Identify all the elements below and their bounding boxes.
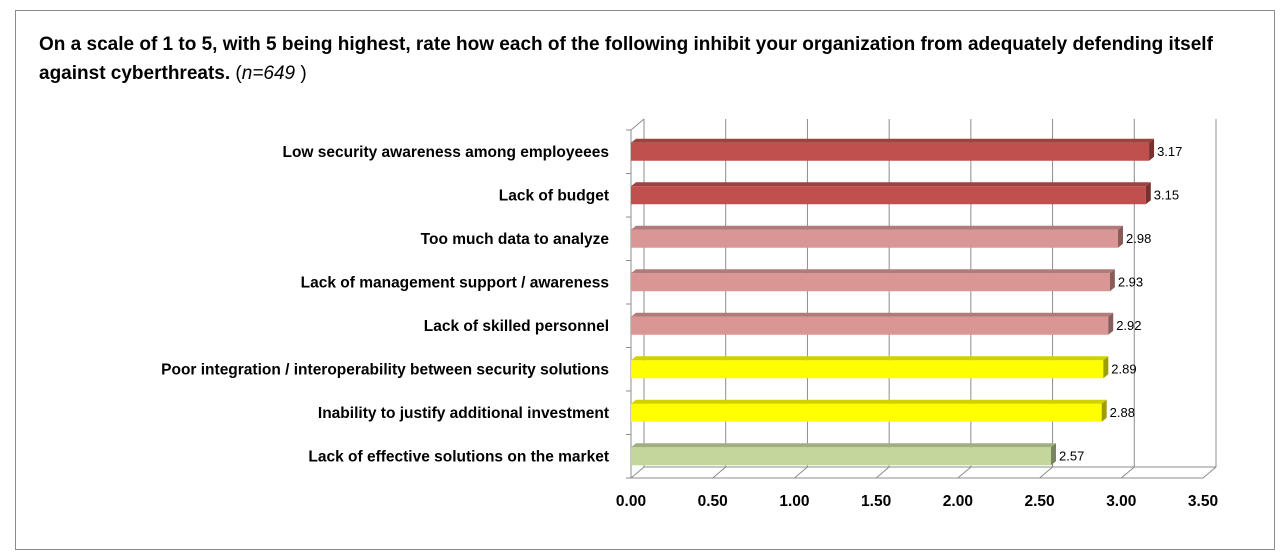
bar-side <box>1108 312 1114 335</box>
x-tick-mark <box>1120 466 1135 479</box>
x-tick-label: 2.50 <box>1024 493 1054 510</box>
bar <box>631 312 1114 335</box>
bar-side <box>1118 225 1124 248</box>
x-tick-mark <box>957 466 972 479</box>
bar-top <box>631 443 1057 448</box>
sample-size-prefix: ( <box>235 63 242 84</box>
x-tick-mark <box>630 466 645 479</box>
x-tick-mark <box>875 466 890 479</box>
data-label: 2.57 <box>1059 448 1084 463</box>
sample-size-suffix: ) <box>295 63 307 84</box>
category-label: Low security awareness among employeees <box>283 144 610 161</box>
x-tick-mark <box>794 466 808 479</box>
bar <box>631 443 1057 466</box>
bar <box>631 399 1107 422</box>
bar-top <box>631 225 1124 230</box>
y-axis-depth-top <box>630 118 645 131</box>
x-tick-label: 1.50 <box>861 493 891 510</box>
data-label: 3.15 <box>1154 187 1179 202</box>
category-label: Lack of effective solutions on the marke… <box>308 448 609 465</box>
data-label: 2.92 <box>1116 318 1141 333</box>
category-label: Poor integration / interoperability betw… <box>161 361 609 378</box>
axes <box>626 118 1217 479</box>
bar-front <box>631 360 1104 379</box>
bars <box>631 138 1155 466</box>
bar-top <box>631 356 1109 361</box>
x-tick-mark <box>712 466 727 479</box>
bar-side <box>1149 138 1155 161</box>
bar-side <box>1109 269 1115 292</box>
bar-top <box>631 399 1107 404</box>
x-tick-mark <box>1202 466 1217 479</box>
bar-front <box>631 403 1102 422</box>
bar-front <box>631 447 1052 466</box>
bar-front <box>631 229 1119 248</box>
x-tick-label: 0.50 <box>698 493 728 510</box>
bar-front <box>631 273 1110 292</box>
bar-top <box>631 269 1115 274</box>
data-label: 2.98 <box>1126 231 1151 246</box>
labels: 0.00 0.50 1.00 1.50 2.00 2.50 3.00 3.50 3.17 Low … <box>161 144 1218 510</box>
data-label: 2.88 <box>1110 405 1135 420</box>
x-tick-mark <box>1039 466 1053 479</box>
x-tick-label: 1.00 <box>779 493 809 510</box>
data-label: 3.17 <box>1157 144 1182 159</box>
sample-size-value: n=649 <box>241 63 296 84</box>
chart-title-text: On a scale of 1 to 5, with 5 being highe… <box>39 34 1213 84</box>
x-tick-label: 3.00 <box>1106 493 1136 510</box>
sample-size-note: (n=649 ) <box>235 63 306 84</box>
bar <box>631 138 1155 161</box>
category-label: Too much data to analyze <box>421 231 610 248</box>
x-tick-label: 3.50 <box>1188 493 1218 510</box>
bar-side <box>1145 182 1151 205</box>
bar-top <box>631 182 1151 187</box>
category-label: Lack of budget <box>499 187 609 204</box>
bar <box>631 225 1124 248</box>
x-tick-label: 2.00 <box>943 493 973 510</box>
bar-side <box>1101 399 1107 422</box>
bar <box>631 182 1151 205</box>
bar-top <box>631 312 1114 317</box>
bar-side <box>1051 443 1057 466</box>
category-label: Lack of management support / awareness <box>301 274 609 291</box>
bar-side <box>1103 356 1109 379</box>
bar <box>631 269 1115 292</box>
bar <box>631 356 1109 379</box>
bar-front <box>631 142 1150 161</box>
category-label: Lack of skilled personnel <box>424 318 609 335</box>
bar-front <box>631 186 1146 205</box>
x-tick-label: 0.00 <box>616 493 646 510</box>
bar-front <box>631 316 1109 335</box>
data-label: 2.89 <box>1111 361 1136 376</box>
bar-top <box>631 138 1155 143</box>
data-label: 2.93 <box>1118 274 1143 289</box>
category-label: Inability to justify additional investme… <box>318 405 609 422</box>
chart-title: On a scale of 1 to 5, with 5 being highe… <box>39 30 1264 88</box>
